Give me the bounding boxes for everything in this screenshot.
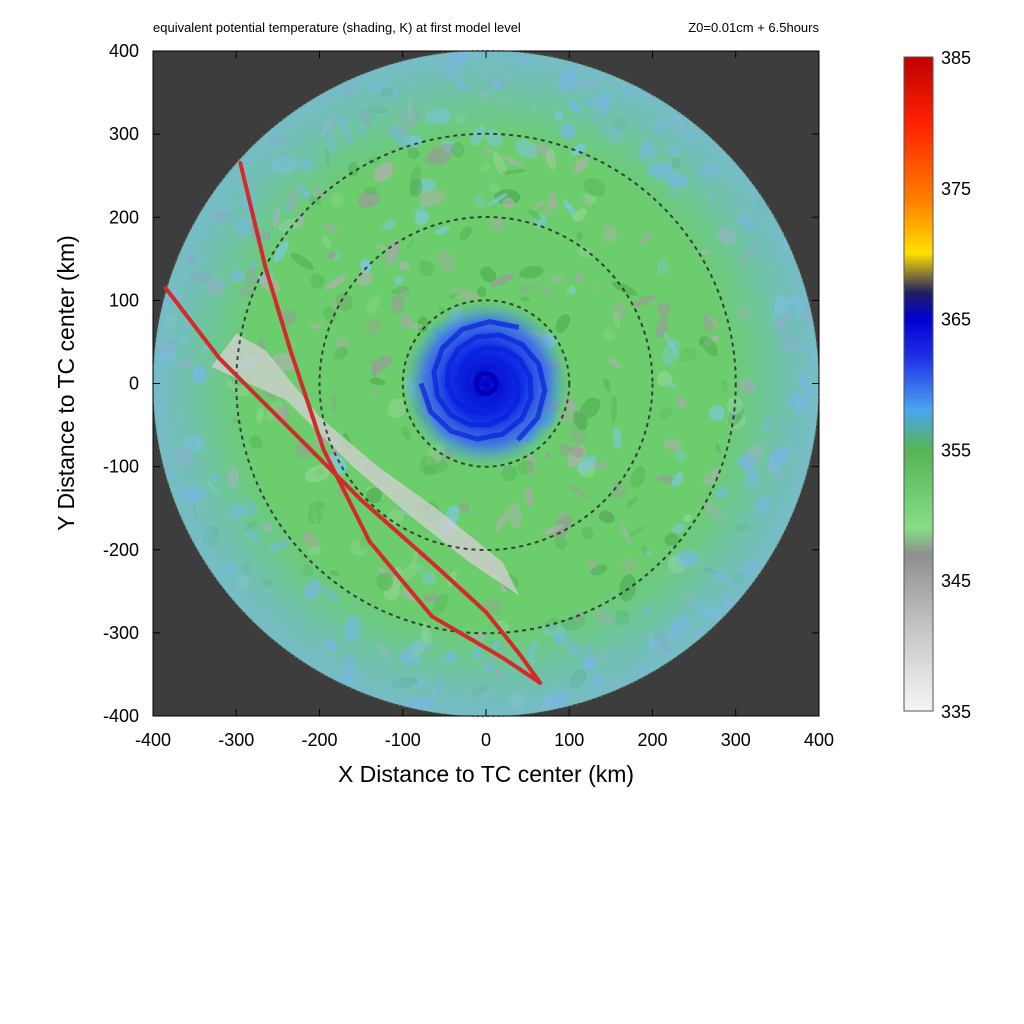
- x-tick-label: -200: [301, 730, 337, 750]
- range-ring: [235, 132, 737, 635]
- x-tick-label: 100: [554, 730, 584, 750]
- range-rings: [235, 132, 737, 635]
- y-tick-label: 200: [109, 207, 139, 227]
- spiral-band: [444, 332, 548, 442]
- plot-frame: -400 -300 -200 -100 0 100 200 300 400 400 300 200 1…: [103, 41, 834, 750]
- storm-tracks: [163, 161, 543, 685]
- colorbar-tick-label: 335: [941, 702, 971, 722]
- y-tick-label: 0: [129, 374, 139, 394]
- spiral-band: [431, 319, 522, 428]
- y-tick-label: 300: [109, 124, 139, 144]
- y-tick-label: -100: [103, 457, 139, 477]
- x-tick-label: -400: [135, 730, 171, 750]
- y-axis-label: Y Distance to TC center (km): [53, 235, 79, 531]
- colorbar: 385 375 365 355 345 335: [903, 48, 971, 722]
- colorbar-tick-label: 365: [941, 310, 971, 330]
- tc-spiral-bands: [418, 319, 548, 442]
- x-tick-label: 0: [481, 730, 491, 750]
- cold-wake-region: [211, 333, 520, 596]
- x-tick-label: -300: [218, 730, 254, 750]
- x-tick-label: 200: [637, 730, 667, 750]
- y-tick-label: -300: [103, 623, 139, 643]
- x-axis-label: X Distance to TC center (km): [338, 761, 634, 787]
- chart-subtitle: Z0=0.01cm + 6.5hours: [688, 20, 819, 35]
- eyewall: [473, 371, 499, 396]
- y-tick-label: 400: [109, 41, 139, 61]
- colorbar-gradient: [903, 56, 934, 712]
- x-tick-label: 400: [804, 730, 834, 750]
- x-axis-ticks: -400 -300 -200 -100 0 100 200 300 400: [135, 51, 834, 750]
- y-axis-ticks: 400 300 200 100 0 -100 -200 -300 -400: [103, 41, 819, 726]
- spiral-band: [418, 345, 534, 442]
- range-ring: [401, 299, 571, 468]
- chart-title: equivalent potential temperature (shadin…: [153, 20, 521, 35]
- track-line: [163, 285, 543, 685]
- colorbar-tick-label: 375: [941, 179, 971, 199]
- range-ring: [318, 216, 654, 551]
- colorbar-ticks: 385 375 365 355 345 335: [941, 48, 971, 722]
- colorbar-tick-label: 385: [941, 48, 971, 68]
- colorbar-tick-label: 355: [941, 440, 971, 460]
- colorbar-tick-label: 345: [941, 571, 971, 591]
- y-tick-label: 100: [109, 290, 139, 310]
- track-line: [238, 161, 543, 685]
- y-tick-label: -400: [103, 706, 139, 726]
- x-tick-label: 300: [721, 730, 751, 750]
- y-tick-label: -200: [103, 540, 139, 560]
- x-tick-label: -100: [385, 730, 421, 750]
